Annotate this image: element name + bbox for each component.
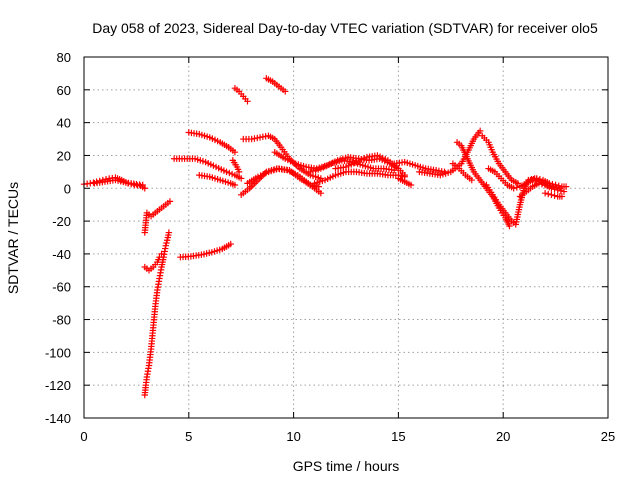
data-point <box>506 222 513 230</box>
series-track-28 <box>516 180 568 200</box>
data-point <box>530 176 537 183</box>
series-track-13 <box>240 132 325 182</box>
x-tick-label: 0 <box>80 429 87 444</box>
data-point <box>165 229 173 236</box>
data-point <box>227 240 234 248</box>
data-point <box>533 175 540 182</box>
series-track-17 <box>307 157 398 176</box>
data-point <box>548 185 555 192</box>
data-point <box>558 193 566 200</box>
data-point <box>158 250 165 258</box>
series-track-05 <box>141 250 165 274</box>
x-tick-label: 5 <box>185 429 192 444</box>
data-point <box>541 189 549 197</box>
data-point <box>156 253 163 261</box>
series-track-10 <box>229 157 243 176</box>
data-point <box>562 183 570 190</box>
chart-title: Day 058 of 2023, Sidereal Day-to-day VTE… <box>92 20 598 36</box>
series-track-22 <box>416 127 484 179</box>
data-layer <box>80 75 570 399</box>
y-tick-label: 0 <box>64 181 71 196</box>
series-track-08 <box>177 240 234 261</box>
data-point <box>231 148 239 156</box>
series-track-07 <box>185 129 239 156</box>
data-point <box>551 192 558 199</box>
y-tick-label: 60 <box>57 83 71 98</box>
series-track-04 <box>141 229 173 399</box>
data-point <box>538 180 546 188</box>
series-track-25 <box>449 160 475 184</box>
data-point <box>317 189 325 197</box>
data-point <box>535 180 543 187</box>
series-track-12 <box>263 75 289 95</box>
data-point <box>514 180 522 187</box>
data-point <box>228 170 236 178</box>
y-tick-label: -40 <box>52 247 71 262</box>
series-track-15 <box>244 165 322 190</box>
data-point <box>163 239 170 247</box>
series-track-30 <box>541 189 566 200</box>
data-point <box>315 183 322 190</box>
plot-frame <box>83 56 609 419</box>
data-point <box>238 175 245 182</box>
y-tick-label: -60 <box>52 280 71 295</box>
series-track-19 <box>332 152 408 179</box>
data-point <box>545 190 552 198</box>
series-track-29 <box>527 175 570 190</box>
data-point <box>555 182 562 190</box>
series-track-02 <box>91 176 146 189</box>
y-tick-label: -100 <box>45 345 71 360</box>
data-point <box>139 181 146 189</box>
data-point <box>476 127 484 135</box>
data-point <box>244 98 251 105</box>
data-point <box>551 185 558 193</box>
data-point <box>554 186 561 194</box>
series-track-11 <box>231 84 251 105</box>
data-point <box>163 237 171 244</box>
data-point <box>548 191 555 199</box>
data-point <box>407 181 415 189</box>
y-tick-label: 20 <box>57 148 71 163</box>
y-tick-label: 40 <box>57 116 71 131</box>
y-axis-title: SDTVAR / TECUs <box>5 182 21 294</box>
data-point <box>536 176 544 183</box>
x-axis-title: GPS time / hours <box>293 458 400 474</box>
series-track-06 <box>170 155 245 182</box>
data-point <box>223 168 230 176</box>
data-point <box>226 169 233 177</box>
data-point <box>557 187 565 194</box>
data-point <box>552 181 559 189</box>
y-tick-label: 80 <box>57 50 71 65</box>
series-track-21 <box>395 175 415 189</box>
series-track-09 <box>196 171 239 189</box>
data-point <box>282 88 289 95</box>
data-point <box>527 176 534 184</box>
y-tick-label: -80 <box>52 313 71 328</box>
data-point <box>510 185 517 192</box>
axis-ticks: 0 5 10 15 20 25 -140 -120 -100 -80 -60 -40 -20 0 20 40 6… <box>45 50 615 444</box>
data-point <box>166 198 174 205</box>
x-tick-label: 10 <box>286 429 300 444</box>
y-tick-label: -140 <box>45 411 71 426</box>
data-point <box>401 171 408 179</box>
y-tick-label: -120 <box>45 378 71 393</box>
data-point <box>549 180 556 188</box>
series-track-24 <box>479 132 522 187</box>
data-point <box>235 168 243 176</box>
series-track-03 <box>141 198 174 236</box>
data-point <box>546 180 553 187</box>
data-point <box>468 176 475 184</box>
y-tick-label: -20 <box>52 214 71 229</box>
x-tick-label: 15 <box>391 429 405 444</box>
series-track-18 <box>311 168 408 187</box>
data-point <box>231 181 239 189</box>
data-point <box>141 185 148 192</box>
x-tick-label: 20 <box>496 429 510 444</box>
x-tick-label: 25 <box>601 429 615 444</box>
data-point <box>162 242 169 249</box>
data-point <box>513 184 521 191</box>
